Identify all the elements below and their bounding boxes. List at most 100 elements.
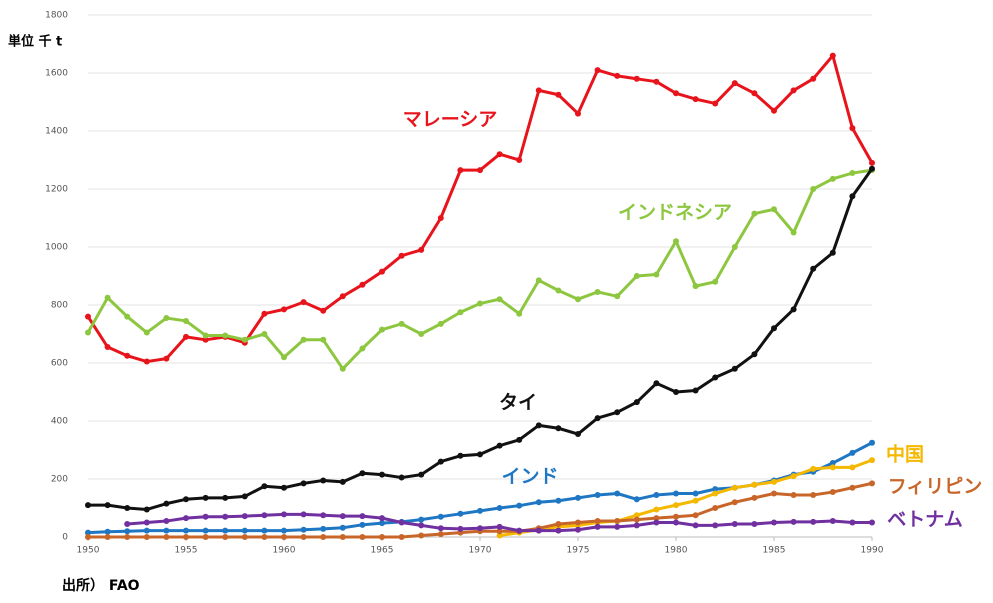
data-point (869, 439, 875, 446)
data-point (320, 307, 327, 314)
data-point (143, 519, 150, 526)
data-point (457, 309, 464, 316)
data-point (222, 332, 229, 339)
data-point (124, 534, 131, 540)
data-point (261, 534, 268, 540)
data-point (379, 326, 385, 333)
series-label: インド (501, 466, 558, 488)
data-point (202, 494, 209, 501)
series-label: インドネシア (618, 202, 732, 224)
data-point (712, 486, 719, 493)
data-point (555, 425, 562, 432)
data-point (496, 151, 503, 158)
data-point (359, 281, 366, 288)
data-point (85, 329, 91, 336)
data-point (555, 91, 562, 98)
data-point (418, 516, 425, 523)
data-point (281, 484, 287, 491)
data-point (261, 331, 268, 337)
data-point (692, 490, 699, 497)
data-point (633, 516, 640, 523)
data-point (673, 502, 679, 509)
data-point (633, 399, 640, 406)
data-point (633, 522, 640, 529)
data-point (712, 505, 719, 511)
data-point (535, 527, 542, 534)
data-point (124, 505, 131, 511)
data-point (202, 336, 209, 343)
data-point (771, 325, 777, 332)
data-point (163, 315, 170, 322)
data-point (300, 299, 307, 306)
data-point (496, 505, 503, 511)
data-point (359, 513, 366, 520)
x-tick-label: 1950 (77, 546, 100, 556)
data-point (477, 451, 483, 458)
data-point (398, 252, 405, 259)
data-point (869, 159, 875, 166)
data-point (281, 527, 287, 534)
data-point (771, 206, 777, 213)
data-point (771, 490, 777, 497)
data-point (85, 502, 91, 509)
data-point (163, 500, 170, 507)
data-point (241, 493, 248, 500)
data-point (849, 519, 856, 526)
data-point (437, 320, 444, 327)
data-point (281, 354, 287, 361)
data-point (731, 484, 738, 491)
data-point (202, 513, 209, 520)
data-point (398, 474, 405, 481)
data-point (261, 483, 268, 490)
data-point (731, 244, 738, 250)
data-point (712, 522, 719, 529)
data-point (771, 478, 777, 485)
x-tick-label: 1955 (175, 546, 198, 556)
data-point (829, 489, 836, 496)
data-point (339, 524, 346, 531)
data-point (143, 527, 150, 534)
data-point (731, 499, 738, 506)
data-point (849, 170, 856, 177)
y-tick-label: 200 (51, 475, 68, 485)
data-point (751, 351, 758, 358)
data-point (241, 336, 248, 343)
series-label: タイ (499, 392, 537, 414)
data-point (633, 496, 640, 503)
data-point (535, 499, 542, 506)
data-point (653, 491, 660, 498)
data-point (418, 246, 425, 253)
series-label: フィリピン (888, 476, 983, 498)
data-point (183, 333, 189, 340)
data-point (810, 465, 817, 472)
series-label: マレーシア (403, 109, 498, 131)
y-tick-label: 1200 (45, 185, 68, 195)
data-point (379, 268, 385, 275)
data-point (751, 481, 758, 488)
data-point (790, 473, 797, 480)
data-point (222, 513, 229, 520)
data-point (555, 527, 562, 534)
data-point (183, 527, 189, 534)
data-point (869, 457, 875, 464)
data-point (790, 491, 797, 498)
data-point (143, 358, 150, 365)
data-point (516, 527, 523, 534)
data-point (575, 526, 581, 533)
data-point (163, 518, 170, 525)
x-tick-label: 1960 (273, 546, 296, 556)
data-point (202, 332, 209, 339)
data-point (555, 497, 562, 504)
y-tick-label: 1000 (45, 243, 68, 253)
data-point (418, 471, 425, 478)
data-point (320, 336, 327, 343)
data-point (320, 477, 327, 484)
data-point (104, 502, 111, 509)
data-point (379, 520, 385, 527)
data-point (849, 449, 856, 456)
data-point (653, 515, 660, 522)
data-point (437, 531, 444, 538)
data-point (712, 100, 719, 107)
data-point (477, 167, 483, 174)
data-point (437, 525, 444, 532)
